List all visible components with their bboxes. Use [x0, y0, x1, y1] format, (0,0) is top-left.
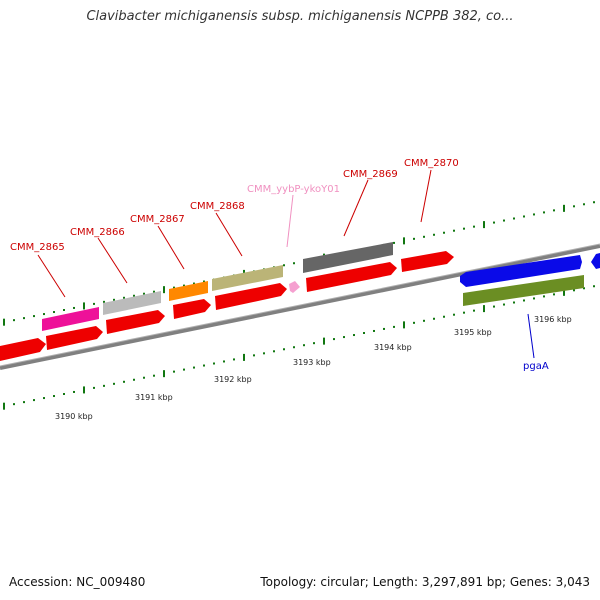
feature-row-genes	[0, 251, 454, 361]
gene-arrow-cmm-2868[interactable]	[215, 283, 287, 310]
kbp-label-3192: 3192 kbp	[214, 375, 252, 384]
gene-label-cmm-2868[interactable]: CMM_2868	[190, 201, 245, 212]
gene-label-cmm-yybp-ykoy01[interactable]: CMM_yybP-ykoY01	[247, 184, 340, 195]
kbp-label-3196: 3196 kbp	[534, 315, 572, 324]
kbp-label-3191: 3191 kbp	[135, 393, 173, 402]
kbp-label-3194: 3194 kbp	[374, 343, 412, 352]
gene-arrow-cmm-2869[interactable]	[306, 262, 397, 292]
gene-arrow-cmm-2867[interactable]	[173, 299, 211, 319]
gene-label-cmm-2870[interactable]: CMM_2870	[404, 158, 459, 169]
feature-cmm-2867-misc[interactable]	[169, 281, 208, 301]
gene-label-cmm-2865[interactable]: CMM_2865	[10, 242, 65, 253]
feature-cmm-2869-misc[interactable]	[303, 242, 393, 273]
genome-backbone	[0, 244, 600, 370]
gene-arrow-cmm-yybp[interactable]	[289, 281, 300, 293]
feature-cmm-2868-misc[interactable]	[212, 265, 283, 291]
gene-arrow-cmm-2870[interactable]	[401, 251, 454, 272]
feature-row-outer	[42, 242, 600, 331]
feature-pgaa-gene[interactable]	[463, 275, 584, 306]
gene-label-cmm-2866[interactable]: CMM_2866	[70, 227, 125, 238]
gene-label-cmm-2867[interactable]: CMM_2867	[130, 214, 185, 225]
kbp-label-3195: 3195 kbp	[454, 328, 492, 337]
kbp-label-3190: 3190 kbp	[55, 412, 93, 421]
feature-pgaa-cds[interactable]	[460, 255, 582, 287]
map-title: Clavibacter michiganensis subsp. michiga…	[86, 9, 514, 24]
accession-text: Accession: NC_009480	[9, 575, 146, 589]
feature-cmm-2866-misc[interactable]	[103, 291, 161, 315]
gene-arrow-cmm-2865[interactable]	[46, 326, 103, 350]
gene-labels: CMM_2865 CMM_2866 CMM_2867 CMM_2868 CMM_…	[10, 158, 549, 372]
gene-arrow-left[interactable]	[0, 338, 46, 361]
gene-label-cmm-2869[interactable]: CMM_2869	[343, 169, 398, 180]
gene-label-pgaa[interactable]: pgaA	[523, 361, 549, 372]
gene-arrow-cmm-2866[interactable]	[106, 310, 165, 334]
feature-next-cds[interactable]	[591, 253, 600, 269]
kbp-labels: 3190 kbp 3191 kbp 3192 kbp 3193 kbp 3194…	[55, 315, 572, 421]
genome-summary-text: Topology: circular; Length: 3,297,891 bp…	[260, 575, 590, 589]
kbp-label-3193: 3193 kbp	[293, 358, 331, 367]
genome-backbone-highlight	[0, 243, 600, 367]
feature-cmm-2865-misc[interactable]	[42, 307, 99, 331]
label-connectors	[37, 169, 535, 359]
